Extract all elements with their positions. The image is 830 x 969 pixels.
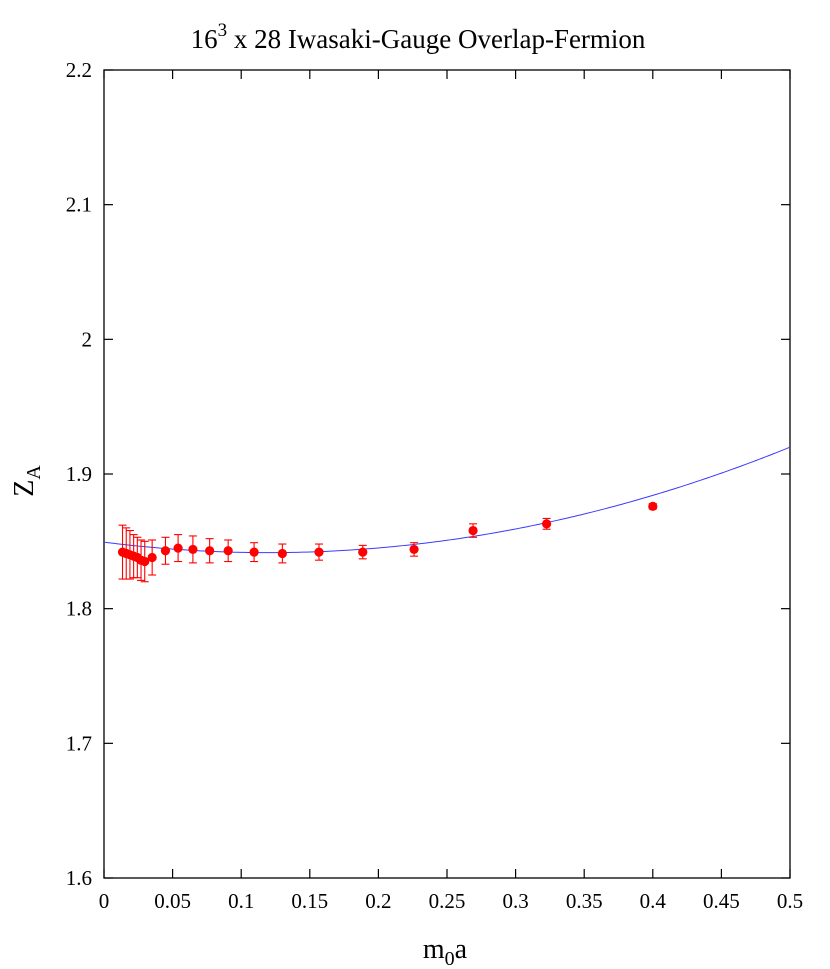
y-tick-label: 2.1 xyxy=(66,193,92,217)
data-point xyxy=(314,547,324,557)
y-axis-title: ZA xyxy=(9,465,45,497)
data-point-group xyxy=(173,534,183,563)
data-point-group xyxy=(542,517,552,530)
data-point-group xyxy=(188,535,198,564)
fit-curve xyxy=(103,446,791,554)
data-point xyxy=(160,546,171,556)
y-tick-label: 1.8 xyxy=(66,597,92,621)
x-axis-title: m0a xyxy=(423,934,468,969)
x-tick-label: 0.5 xyxy=(777,889,803,913)
x-tick-label: 0.45 xyxy=(703,889,740,913)
data-point xyxy=(468,525,478,536)
data-point-group xyxy=(314,543,324,561)
x-tick-label: 0 xyxy=(99,889,110,913)
chart-title: 163 x 28 Iwasaki-Gauge Overlap-Fermion xyxy=(191,20,646,54)
data-point xyxy=(140,556,150,567)
x-axis: 0 0.05 0.1 0.15 0.2 0.25 0.3 0.35 0.4 0.45 0.5 xyxy=(99,70,803,913)
plot-frame xyxy=(103,69,791,879)
data-point-group xyxy=(160,536,171,565)
x-tick-label: 0.15 xyxy=(291,889,328,913)
y-tick-label: 1.7 xyxy=(66,731,92,755)
x-tick-label: 0.25 xyxy=(429,889,466,913)
y-tick-label: 1.6 xyxy=(66,866,92,890)
x-tick-label: 0.4 xyxy=(640,889,667,913)
y-tick-label: 1.9 xyxy=(66,462,92,486)
data-point xyxy=(223,546,233,556)
data-point-group xyxy=(249,542,259,563)
data-point-group xyxy=(358,544,368,560)
y-tick-label: 2.2 xyxy=(66,58,92,82)
data-point xyxy=(205,546,215,556)
x-tick-label: 0.3 xyxy=(502,889,528,913)
x-tick-label: 0.35 xyxy=(566,889,603,913)
data-point xyxy=(173,543,183,553)
data-point xyxy=(648,501,658,511)
data-point xyxy=(188,544,198,555)
data-point xyxy=(542,519,552,529)
data-point xyxy=(147,552,157,563)
y-tick-label: 2 xyxy=(82,327,93,351)
data-point-group xyxy=(223,539,233,563)
y-axis: 1.6 1.7 1.8 1.9 2 2.1 2.2 xyxy=(66,58,790,890)
data-points xyxy=(117,501,658,583)
data-point-group xyxy=(409,542,419,557)
x-tick-label: 0.05 xyxy=(154,889,191,913)
data-point xyxy=(277,548,287,559)
data-point xyxy=(249,547,259,557)
data-point-group xyxy=(648,501,658,511)
data-point-group xyxy=(468,523,478,538)
data-point-group xyxy=(140,540,150,583)
x-tick-label: 0.1 xyxy=(228,889,254,913)
data-point-group xyxy=(205,538,215,564)
x-tick-label: 0.2 xyxy=(365,889,391,913)
data-point-group xyxy=(147,539,157,576)
data-point xyxy=(409,544,419,555)
data-point-group xyxy=(277,543,287,564)
data-point xyxy=(358,547,368,557)
